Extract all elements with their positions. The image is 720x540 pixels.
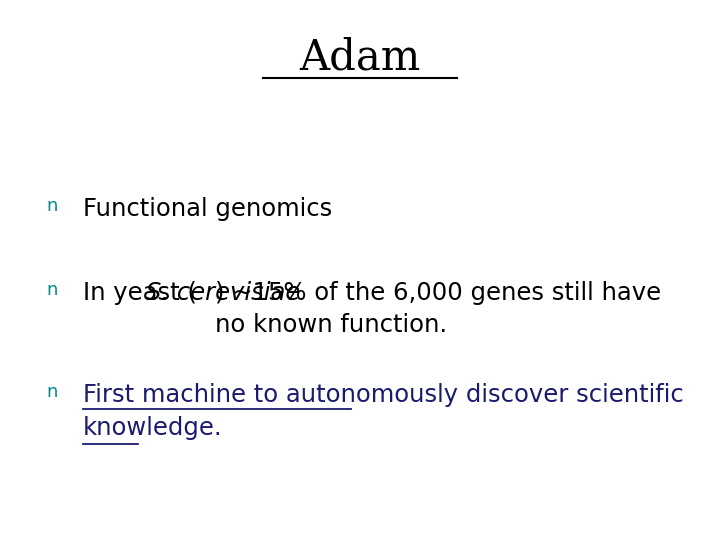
Text: In yeast (: In yeast ( xyxy=(83,281,197,305)
Text: n: n xyxy=(46,383,58,401)
Text: Functional genomics: Functional genomics xyxy=(83,197,332,221)
Text: Adam: Adam xyxy=(300,37,420,79)
Text: S. cerevisiae: S. cerevisiae xyxy=(145,281,300,305)
Text: ) ~15% of the 6,000 genes still have
no known function.: ) ~15% of the 6,000 genes still have no … xyxy=(215,281,661,338)
Text: n: n xyxy=(46,197,58,215)
Text: n: n xyxy=(46,281,58,299)
Text: First machine to autonomously discover scientific
knowledge.: First machine to autonomously discover s… xyxy=(83,383,683,440)
